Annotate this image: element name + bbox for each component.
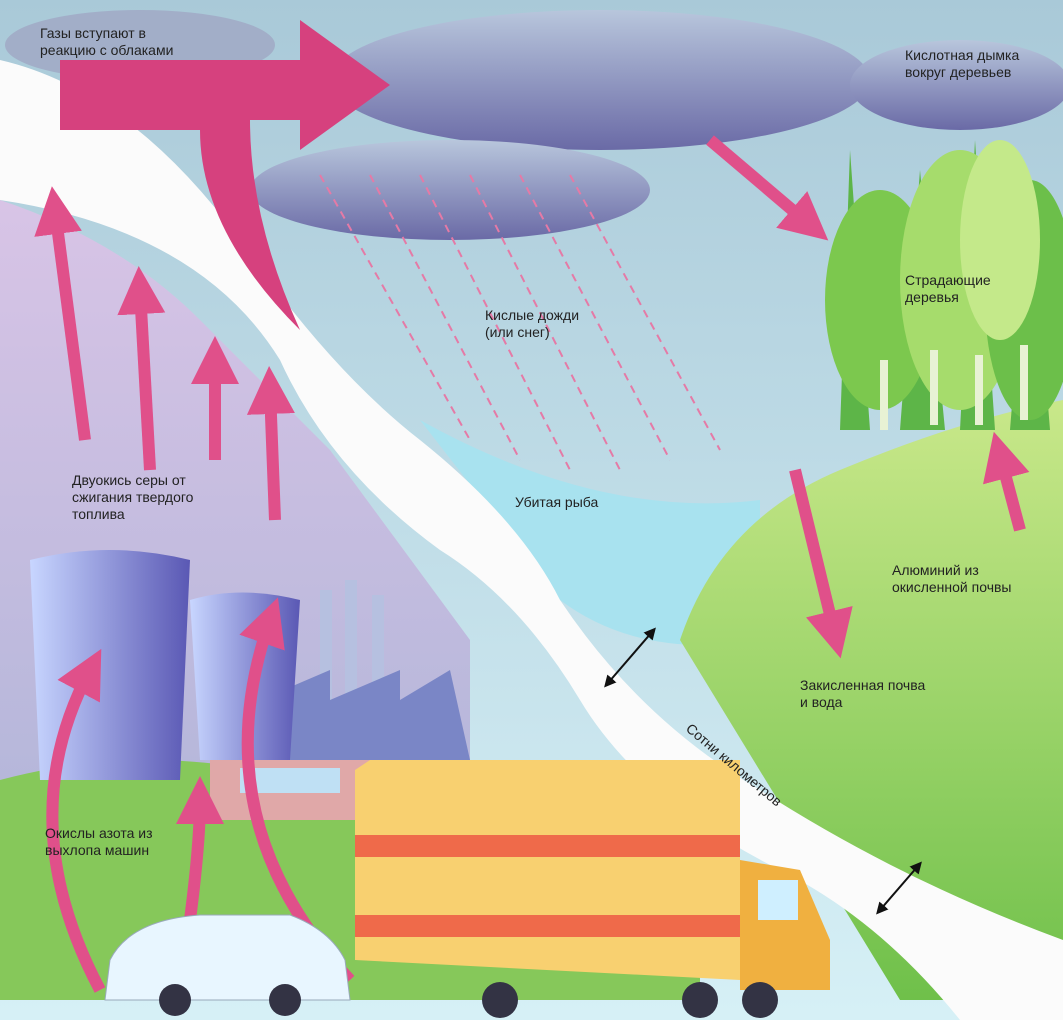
label: Страдающие деревья xyxy=(905,272,991,305)
label: Закисленная почва и вода xyxy=(800,677,925,710)
hill xyxy=(680,400,1063,1000)
forest xyxy=(825,140,1063,430)
truck xyxy=(355,760,830,1018)
label: Окислы азота из выхлопа машин xyxy=(45,825,153,858)
gas-arrow xyxy=(60,20,390,330)
label: Двуокись серы от сжигания твердого топлива xyxy=(72,472,194,522)
car xyxy=(104,914,351,1016)
lake xyxy=(420,420,760,645)
label: Газы вступают в реакцию с облаками xyxy=(40,25,173,58)
rain xyxy=(319,174,721,471)
label: Убитая рыба xyxy=(515,494,598,510)
label: Кислые дожди (или снег) xyxy=(485,307,579,340)
label: Кислотная дымка вокруг деревьев xyxy=(905,47,1019,80)
label: Алюминий из окисленной почвы xyxy=(892,562,1012,595)
distance-band xyxy=(0,60,1063,1020)
distance-arrows xyxy=(604,627,922,915)
